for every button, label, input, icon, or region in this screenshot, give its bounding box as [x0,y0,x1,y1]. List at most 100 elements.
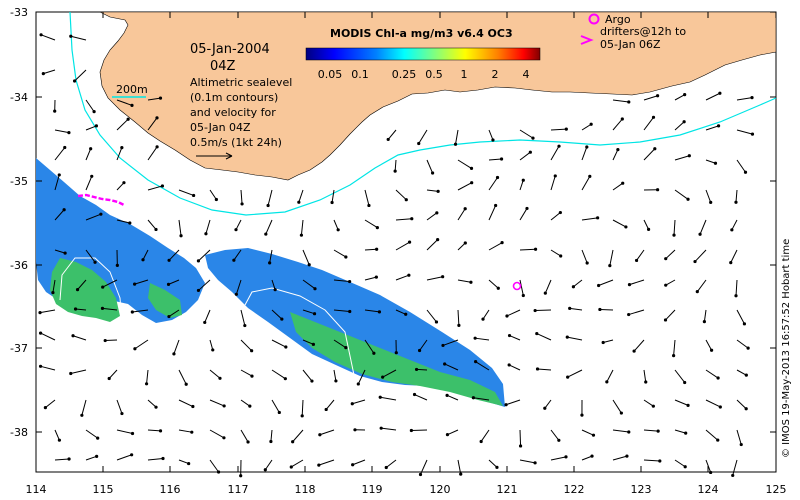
velocity-arrow-head [744,373,748,377]
velocity-arrow [54,174,60,191]
velocity-arrow-head [533,247,538,251]
velocity-arrow-head [196,259,201,263]
velocity-arrow-head [713,161,718,165]
velocity-arrow [674,429,686,434]
velocity-arrow [116,454,132,461]
velocity-arrow [537,368,552,371]
velocity-arrow [567,369,583,378]
velocity-arrow [550,212,561,221]
velocity-arrow [352,459,366,466]
velocity-arrow [147,457,164,461]
velocity-arrow-head [500,241,504,245]
velocity-arrow-head [499,157,504,161]
velocity-arrow [54,458,70,461]
velocity-arrow [40,332,56,341]
velocity-arrow-head [63,145,67,150]
velocity-arrow-head [591,433,596,437]
lat-tick-label: -36 [10,259,28,272]
lon-tick-label: 121 [497,483,518,496]
velocity-arrow [302,339,314,345]
velocity-arrow [333,219,339,231]
velocity-arrow [240,369,253,377]
velocity-arrow [581,146,588,161]
velocity-arrow-head [518,444,523,448]
lon-tick-label: 115 [93,483,114,496]
velocity-arrow-head [283,377,287,381]
velocity-arrow-head [133,282,137,286]
velocity-arrow [444,363,459,371]
velocity-arrow-head [71,334,75,338]
velocity-arrow [643,95,658,101]
velocity-arrow [43,69,56,75]
velocity-arrow [573,279,583,288]
velocity-arrow-head [580,413,584,417]
velocity-arrow-head [155,145,159,149]
lon-tick-label: 118 [295,483,316,496]
velocity-arrow-head [211,348,215,352]
lat-tick-label: -35 [10,175,28,188]
velocity-arrow-head [312,312,317,316]
velocity-arrow [550,145,560,161]
velocity-arrow-head [625,454,629,458]
velocity-arrow-head [504,403,508,407]
velocity-arrow-head [38,364,43,368]
velocity-arrow [705,399,721,408]
velocity-arrow [198,279,211,291]
velocity-arrow [85,249,96,263]
velocity-arrow [85,429,98,439]
velocity-arrow-head [67,131,71,135]
velocity-arrow-head [92,110,96,114]
velocity-arrow [209,369,221,379]
velocity-arrow-head [672,233,676,237]
velocity-arrow-head [627,283,632,287]
velocity-arrow-head [41,71,45,76]
velocity-arrow [705,92,721,101]
velocity-arrow-head [585,261,589,265]
velocity-arrow [271,309,283,320]
velocity-arrow-head [453,142,458,146]
sealevel-line-5: 0.5m/s (1kt 24h) [190,136,282,149]
velocity-arrow-head [43,406,47,410]
velocity-arrow [178,369,187,385]
latitude-axis: -33 -34 -35 -36 -37 -38 [10,6,28,439]
velocity-arrow [331,189,335,203]
velocity-arrow-head [588,174,592,178]
velocity-arrow [70,369,87,374]
velocity-arrow-head [469,280,473,284]
velocity-arrow-head [495,465,499,469]
velocity-arrow-head [559,254,563,258]
velocity-arrow [72,335,87,341]
lat-tick-label: -37 [10,342,28,355]
velocity-arrow-head [73,307,78,311]
velocity-arrow [536,333,552,341]
velocity-arrow [732,459,738,476]
velocity-arrow-head [702,319,706,324]
velocity-arrow [52,279,56,293]
velocity-arrow-head [96,436,100,440]
sealevel-line-1: Altimetric sealevel [190,76,292,89]
velocity-arrow [643,399,654,407]
velocity-arrow-head [250,349,254,353]
velocity-arrow [705,429,719,441]
velocity-arrow-head [686,197,690,201]
velocity-arrow [612,219,627,228]
argo-legend-circle-icon [588,13,600,25]
velocity-arrow-head [393,169,397,173]
velocity-arrow [665,309,676,321]
velocity-arrow-head [377,310,382,314]
velocity-arrow-head [94,124,98,128]
land-mass [99,11,777,181]
longitude-axis: 114 115 116 117 118 119 120 121 122 123 … [26,483,787,496]
velocity-arrow-head [386,137,390,142]
velocity-arrow-head [418,472,423,477]
velocity-arrow-head [280,317,284,321]
velocity-arrow [612,399,622,414]
velocity-arrow-head [505,314,509,318]
velocity-arrow-head [356,382,360,386]
colorbar-tick: 0.05 [318,68,343,81]
chlorophyll-core-west [50,258,120,322]
velocity-arrow-head [698,232,702,236]
velocity-arrow [39,309,56,314]
velocity-arrow [736,429,742,445]
velocity-arrow-head [491,138,495,142]
